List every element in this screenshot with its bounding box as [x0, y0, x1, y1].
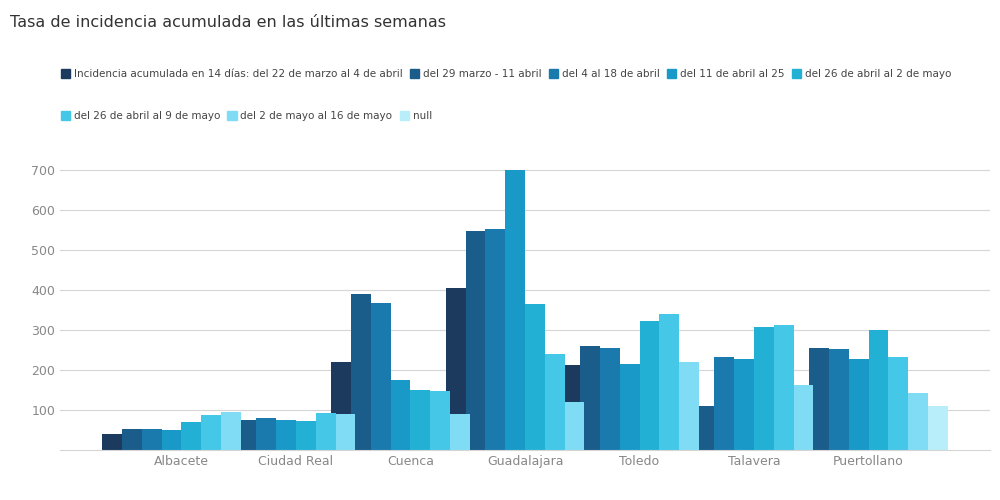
Text: Tasa de incidencia acumulada en las últimas semanas: Tasa de incidencia acumulada en las últi… [10, 15, 446, 30]
Bar [466, 231, 485, 450]
Bar [908, 393, 928, 450]
Bar [450, 414, 470, 450]
Bar [410, 390, 430, 450]
Bar [525, 304, 545, 450]
Bar [695, 406, 714, 450]
Bar [217, 428, 237, 450]
Bar [928, 406, 948, 450]
Bar [430, 391, 450, 450]
Bar [505, 170, 525, 450]
Bar [734, 359, 754, 450]
Bar [316, 413, 336, 450]
Bar [714, 357, 734, 450]
Bar [679, 362, 699, 450]
Bar [485, 229, 505, 450]
Bar [391, 380, 410, 450]
Bar [351, 294, 371, 450]
Bar [181, 422, 201, 450]
Bar [446, 288, 466, 450]
Bar [869, 330, 888, 450]
Bar [560, 365, 580, 450]
Bar [296, 421, 316, 450]
Bar [565, 402, 584, 450]
Bar [162, 430, 181, 450]
Bar [675, 413, 695, 450]
Bar [809, 348, 829, 450]
Bar [256, 418, 276, 450]
Bar [122, 429, 142, 450]
Bar [102, 434, 122, 450]
Bar [794, 385, 813, 450]
Bar [640, 321, 659, 450]
Bar [371, 303, 391, 450]
Bar [620, 364, 640, 450]
Bar [888, 357, 908, 450]
Bar [142, 429, 162, 450]
Bar [849, 359, 869, 450]
Bar [789, 409, 809, 450]
Legend: del 26 de abril al 9 de mayo, del 2 de mayo al 16 de mayo, null: del 26 de abril al 9 de mayo, del 2 de m… [61, 111, 432, 121]
Bar [221, 412, 241, 450]
Bar [659, 314, 679, 450]
Bar [336, 414, 355, 450]
Bar [201, 415, 221, 450]
Bar [545, 354, 565, 450]
Bar [774, 325, 794, 450]
Bar [754, 327, 774, 450]
Bar [237, 420, 256, 450]
Bar [580, 346, 600, 450]
Bar [829, 349, 849, 450]
Bar [276, 420, 296, 450]
Bar [600, 348, 620, 450]
Bar [331, 362, 351, 450]
